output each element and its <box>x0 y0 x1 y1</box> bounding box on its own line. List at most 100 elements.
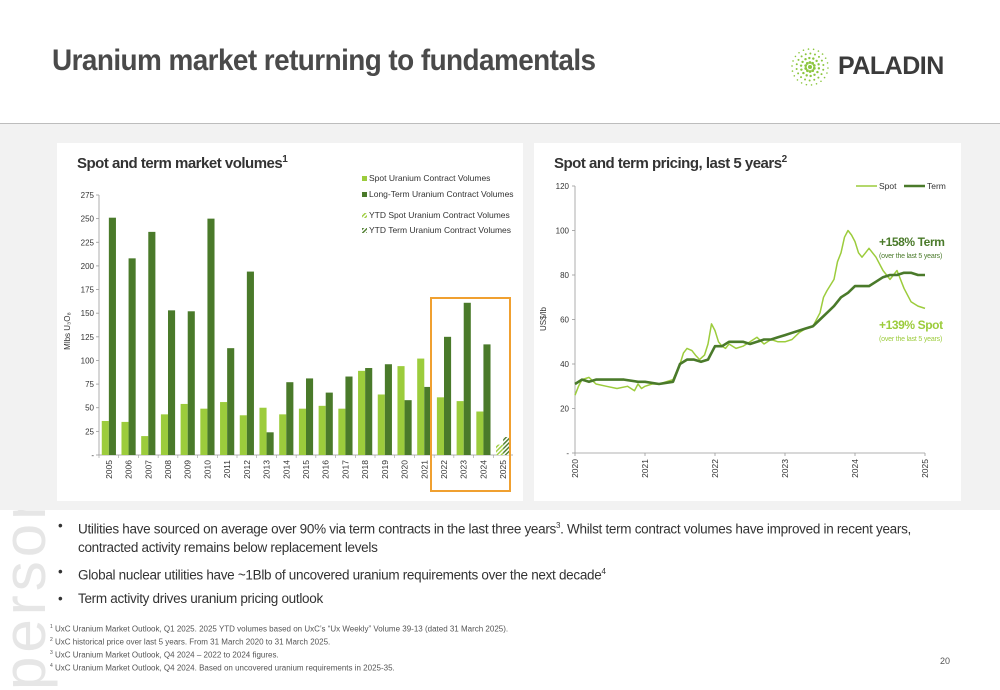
logo-dot <box>827 67 829 69</box>
logo-dot <box>815 59 818 63</box>
logo-dot <box>808 79 811 82</box>
legend-label-term-price: Term <box>927 181 946 191</box>
logo-dot <box>815 82 818 85</box>
bar-spot-2017 <box>338 408 346 455</box>
logo-dot <box>797 72 800 75</box>
volume-x-tick-label: 2020 <box>400 460 410 479</box>
bar-term-2011 <box>227 348 235 455</box>
bar-term-2023 <box>463 302 471 455</box>
price-line-term <box>574 271 925 386</box>
logo-dot <box>796 79 799 81</box>
volume-x-tick-label: 2014 <box>281 460 291 479</box>
price-y-tick-label: 60 <box>560 316 569 325</box>
bar-term-2015 <box>306 378 314 455</box>
logo-dot <box>812 48 815 51</box>
logo-dot <box>805 83 808 86</box>
logo-dot <box>822 64 825 67</box>
bar-term-2007 <box>148 231 156 455</box>
bar-spot-2005 <box>101 420 109 455</box>
bar-spot-2014 <box>279 414 287 455</box>
logo-dot <box>817 50 820 52</box>
bar-ytd-term-2025 <box>503 437 511 455</box>
bar-spot-2008 <box>160 414 168 455</box>
logo-dot <box>807 48 810 50</box>
bar-term-2018 <box>365 368 373 455</box>
paladin-logo: PALADIN <box>790 38 960 98</box>
bar-spot-2013 <box>259 407 267 455</box>
logo-dot <box>820 59 823 62</box>
price-x-tick-label: 2022 <box>710 459 720 478</box>
volume-y-tick-label: 200 <box>81 262 95 271</box>
volume-x-tick-label: 2008 <box>163 460 173 479</box>
bar-spot-2019 <box>377 394 385 455</box>
bullet-text: Term activity drives uranium pricing out… <box>78 591 323 606</box>
logo-dot <box>826 62 829 64</box>
volume-x-tick-label: 2015 <box>301 460 311 479</box>
bar-term-2019 <box>384 364 392 455</box>
bullet-text: Global nuclear utilities have ~1Blb of u… <box>78 567 602 582</box>
volume-legend: Spot Uranium Contract Volumes Long-Term … <box>362 173 514 235</box>
volume-y-tick-label: 225 <box>81 238 95 247</box>
volume-y-tick-label: 50 <box>85 404 94 413</box>
logo-dot <box>800 55 803 58</box>
volume-y-tick-label: - <box>91 451 94 460</box>
logo-dot <box>821 53 824 55</box>
annotation-term-sub: (over the last 5 years) <box>879 253 942 260</box>
annotation-spot-sub: (over the last 5 years) <box>879 336 942 343</box>
bar-spot-2010 <box>200 408 208 455</box>
logo-dot <box>793 75 796 77</box>
price-x-tick-label: 2023 <box>780 459 790 478</box>
logo-dot <box>791 65 793 67</box>
price-x-tick-label: 2021 <box>640 459 650 478</box>
logo-dot <box>804 67 808 70</box>
price-legend: Spot Term <box>856 181 946 191</box>
footnote: 3 UxC Uranium Market Outlook, Q4 2024 – … <box>50 650 279 660</box>
bar-term-2010 <box>207 218 215 455</box>
volume-y-tick-label: 75 <box>85 380 94 389</box>
logo-dot <box>826 72 828 74</box>
logo-dot <box>808 70 812 73</box>
highlight-box <box>430 297 511 492</box>
logo-dot <box>813 73 816 77</box>
logo-dot <box>812 64 816 67</box>
bar-spot-2022 <box>436 397 444 455</box>
bar-term-2012 <box>246 271 254 455</box>
footnote: 1 UxC Uranium Market Outlook, Q1 2025. 2… <box>50 624 509 634</box>
footnote: 4 UxC Uranium Market Outlook, Q4 2024. B… <box>50 663 395 674</box>
bullet-item: • Global nuclear utilities have ~1Blb of… <box>58 563 938 585</box>
bar-term-2024 <box>483 344 491 455</box>
logo-dot <box>808 56 811 60</box>
logo-dot <box>817 63 820 66</box>
price-line-spot <box>574 229 926 396</box>
legend-swatch-spot <box>362 176 367 181</box>
bullet-list: • Utilities have sourced on average over… <box>58 517 938 614</box>
volume-x-tick-label: 2025 <box>498 460 508 479</box>
logo-dot <box>806 69 809 73</box>
volume-y-axis-label: Mlbs U₃O₈ <box>63 312 72 350</box>
page-number: 20 <box>940 656 951 666</box>
logo-dot <box>805 74 808 77</box>
bar-term-2021 <box>424 386 432 455</box>
bar-term-2013 <box>266 432 274 455</box>
logo-dot <box>817 55 820 58</box>
price-y-tick-label: 100 <box>556 227 570 236</box>
bar-spot-2021 <box>417 358 425 455</box>
bar-spot-2012 <box>239 415 247 455</box>
logo-dot <box>799 64 803 67</box>
logo-dot <box>820 73 823 76</box>
bar-term-2017 <box>345 376 353 455</box>
volume-x-tick-label: 2012 <box>242 460 252 479</box>
price-chart: Spot and term pricing, last 5 years2 US$… <box>539 154 946 478</box>
bar-term-2014 <box>286 382 294 455</box>
volume-y-tick-label: 100 <box>81 356 95 365</box>
bar-spot-2020 <box>397 366 405 455</box>
logo-dot <box>817 67 821 70</box>
logo-dot <box>798 51 800 54</box>
bar-term-2020 <box>404 400 412 455</box>
legend-label-term: Long-Term Uranium Contract Volumes <box>369 189 514 199</box>
price-y-axis-label: US$/lb <box>539 306 548 331</box>
bar-spot-2006 <box>121 421 129 455</box>
footnotes: 1 UxC Uranium Market Outlook, Q1 2025. 2… <box>50 622 508 675</box>
logo-dot <box>817 76 820 79</box>
logo-dot <box>791 70 794 72</box>
